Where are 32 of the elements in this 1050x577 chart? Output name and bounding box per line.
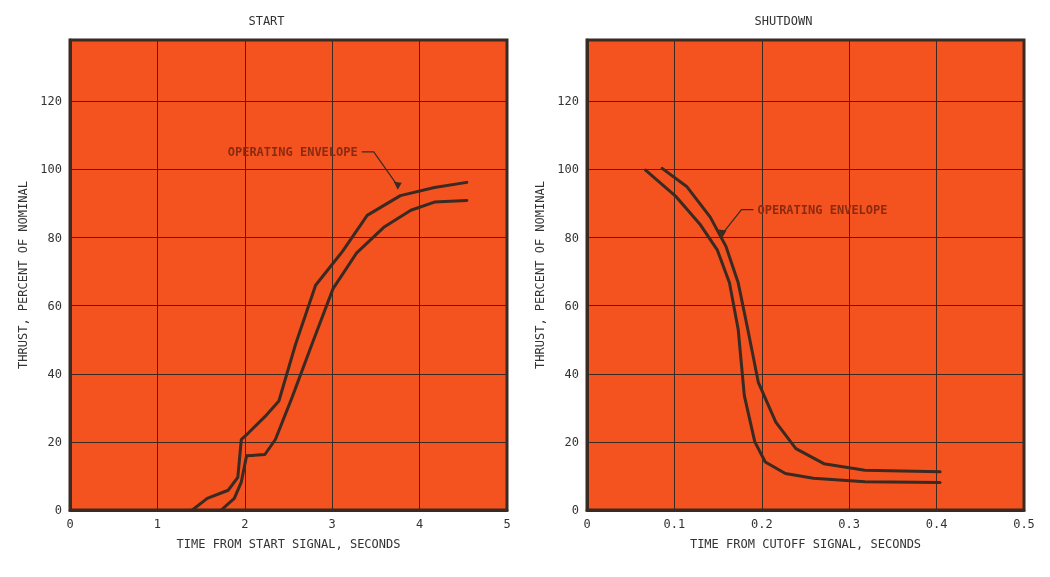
y-tick-label: 100 (40, 162, 62, 177)
x-tick-label: 4 (415, 517, 424, 531)
y-tick-label: 80 (47, 230, 62, 245)
y-tick-label: 120 (557, 94, 579, 109)
y-tick-label: 100 (557, 162, 579, 177)
y-tick-label: 0 (571, 503, 579, 517)
chart-title: START (248, 14, 285, 28)
x-tick-label: 2 (241, 517, 249, 531)
y-tick-label: 0 (54, 503, 62, 517)
x-tick-label: 5 (503, 517, 511, 531)
y-tick-label: 20 (564, 434, 579, 449)
x-tick-label: 0.2 (750, 517, 773, 531)
x-tick-label: 0 (583, 517, 591, 531)
x-tick-label: 3 (328, 517, 336, 531)
x-axis-title: TIME FROM START SIGNAL, SECONDS (176, 537, 401, 551)
y-axis-title: THRUST, PERCENT OF NOMINAL (16, 181, 31, 369)
y-tick-label: 20 (47, 434, 62, 449)
x-tick-label: 1 (153, 517, 162, 531)
x-tick-label: 0.5 (1013, 517, 1035, 531)
x-tick-label: 0.4 (925, 517, 948, 531)
y-tick-label: 40 (47, 366, 62, 381)
chart-title: SHUTDOWN (754, 14, 813, 28)
x-axis-title: TIME FROM CUTOFF SIGNAL, SECONDS (689, 537, 922, 551)
y-tick-label: 60 (564, 298, 579, 313)
y-tick-label: 120 (40, 94, 62, 109)
y-axis-title: THRUST, PERCENT OF NOMINAL (533, 181, 548, 369)
x-tick-label: 0.3 (838, 517, 861, 531)
y-tick-label: 40 (564, 366, 579, 381)
x-tick-label: 0 (66, 517, 74, 531)
x-tick-label: 0.1 (663, 517, 686, 531)
y-tick-label: 80 (564, 230, 579, 245)
y-tick-label: 60 (47, 298, 62, 313)
